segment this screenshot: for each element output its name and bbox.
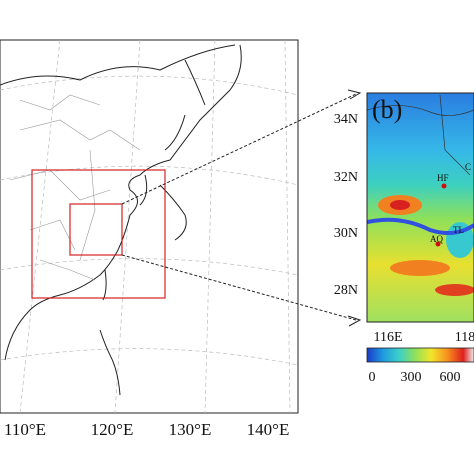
terrain [435, 284, 474, 296]
colorbar-label: 300 [401, 370, 422, 385]
borders [367, 94, 474, 176]
graticule [0, 39, 299, 414]
colorbar-label: 600 [440, 370, 461, 385]
colorbar-label: 0 [369, 370, 376, 385]
right-map [367, 93, 474, 322]
river [367, 217, 474, 236]
zoom-arrowheads [347, 89, 362, 327]
terrain [390, 260, 450, 276]
x-label: 140°E [247, 420, 290, 439]
x-label: 116E [373, 330, 402, 345]
station-label: HF [437, 173, 449, 183]
station [435, 241, 441, 247]
x-label: 130°E [169, 420, 212, 439]
y-label: 32N [334, 170, 358, 185]
province-borders [9, 94, 141, 281]
zoom-lines [121, 93, 357, 321]
outer-domain [31, 169, 166, 299]
terrain [390, 200, 410, 210]
y-label: 34N [334, 112, 358, 127]
station-label: TL [453, 225, 464, 235]
colorbar [366, 347, 474, 363]
station-label: AQ [430, 234, 443, 244]
station [441, 183, 447, 189]
y-label: 28N [334, 283, 358, 298]
x-label: 110°E [4, 420, 46, 439]
station-label: C [465, 162, 471, 172]
right-frame [366, 92, 474, 323]
x-label: 118 [455, 330, 474, 345]
inner-domain [69, 203, 123, 256]
left-map [0, 39, 299, 414]
map-frame [0, 39, 299, 414]
y-label: 30N [334, 226, 358, 241]
panel-label: (b) [372, 95, 402, 124]
x-label: 120°E [91, 420, 134, 439]
